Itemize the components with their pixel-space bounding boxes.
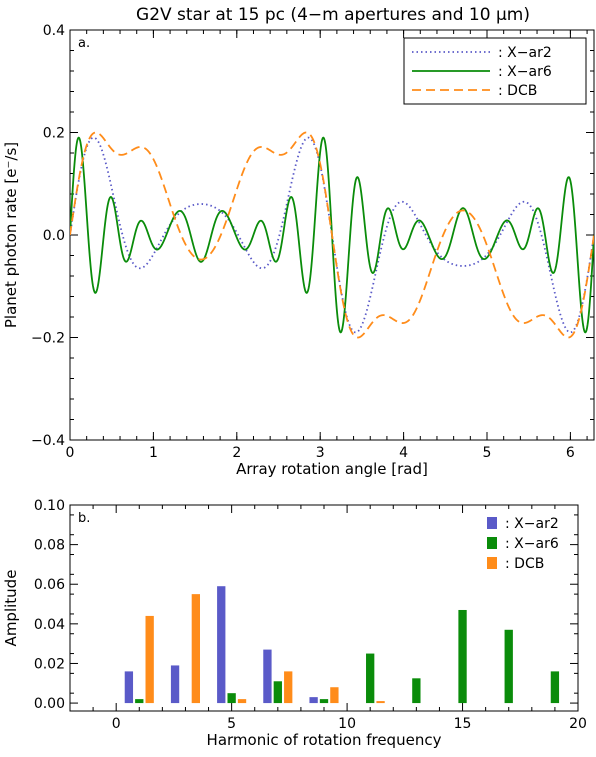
panel-b: 0 5 10 15 20 0.00 0.02 0.04 0.06 0.08 0.10 Harmonic…	[2, 498, 587, 749]
legend-swatch-b-2	[487, 557, 497, 569]
bar-0-1	[170, 665, 180, 704]
y-tick-label: 0.00	[34, 696, 65, 712]
bar-0-2	[217, 586, 226, 704]
bar-2-5	[376, 701, 385, 704]
x-tick-label: 15	[454, 716, 472, 732]
x-tick-label: 5	[227, 716, 236, 732]
x-tick-label: 4	[399, 445, 408, 461]
legend-label-b-1: : X−ar6	[505, 536, 559, 552]
bar-0-4	[309, 697, 318, 704]
legend-label-b-0: : X−ar2	[505, 516, 559, 532]
x-tick-label: 2	[232, 445, 241, 461]
bar-0-3	[263, 649, 272, 704]
y-tick-label: 0.04	[34, 617, 65, 633]
legend-swatch-b-0	[487, 517, 497, 529]
x-tick-label: 0	[112, 716, 121, 732]
y-tick-label: 0.10	[34, 498, 65, 514]
x-tick-label: 1	[149, 445, 158, 461]
x-tick-label: 0	[66, 445, 75, 461]
panel-label: b.	[78, 511, 90, 526]
y-tick-label: −0.2	[31, 331, 65, 347]
legend-label-1: : X−ar6	[498, 64, 552, 80]
bar-2-3	[284, 671, 293, 704]
x-tick-label: 6	[566, 445, 575, 461]
legend-label-2: : DCB	[498, 83, 537, 99]
legend-label-b-2: : DCB	[505, 556, 544, 572]
y-tick-label: 0.06	[34, 577, 65, 593]
y-tick-label: 0.0	[43, 228, 65, 244]
panel-label: a.	[78, 36, 90, 51]
chart-title: G2V star at 15 pc (4−m apertures and 10 …	[136, 5, 530, 25]
y-axis-label: Amplitude	[2, 570, 20, 647]
bar-1-8	[550, 671, 560, 704]
bar-1-5	[412, 678, 421, 704]
x-tick-label: 10	[338, 716, 356, 732]
x-axis-label: Array rotation angle [rad]	[236, 460, 428, 478]
y-tick-label: 0.08	[34, 538, 65, 554]
bar-1-6	[458, 609, 467, 704]
bar-1-1	[227, 693, 236, 704]
y-tick-label: −0.4	[31, 433, 65, 449]
bar-2-4	[330, 687, 339, 704]
bar-1-2	[273, 681, 282, 704]
legend-swatch-b-1	[487, 537, 497, 549]
legend-label-0: : X−ar2	[498, 45, 552, 61]
x-tick-label: 3	[316, 445, 325, 461]
bar-2-0	[145, 615, 154, 704]
bar-2-1	[191, 594, 201, 704]
bar-2-2	[237, 699, 247, 704]
y-tick-label: 0.2	[43, 126, 65, 142]
y-tick-label: 0.02	[34, 656, 65, 672]
x-axis-label: Harmonic of rotation frequency	[207, 731, 442, 749]
panel-a: 0 1 2 3 4 5 6 −0.4 −0.2 0.0 0.2 0.4 Array rotation a…	[2, 23, 595, 478]
x-tick-label: 20	[569, 716, 587, 732]
bar-1-7	[504, 629, 513, 704]
series-line-2	[70, 131, 594, 339]
bar-1-4	[366, 653, 375, 704]
y-axis-label: Planet photon rate [e⁻/s]	[2, 142, 20, 328]
bar-1-3	[319, 699, 329, 704]
bar-1-0	[135, 699, 144, 704]
bar-0-0	[124, 671, 134, 704]
x-tick-label: 5	[483, 445, 492, 461]
series-line-0	[70, 136, 594, 334]
y-tick-label: 0.4	[43, 23, 65, 39]
